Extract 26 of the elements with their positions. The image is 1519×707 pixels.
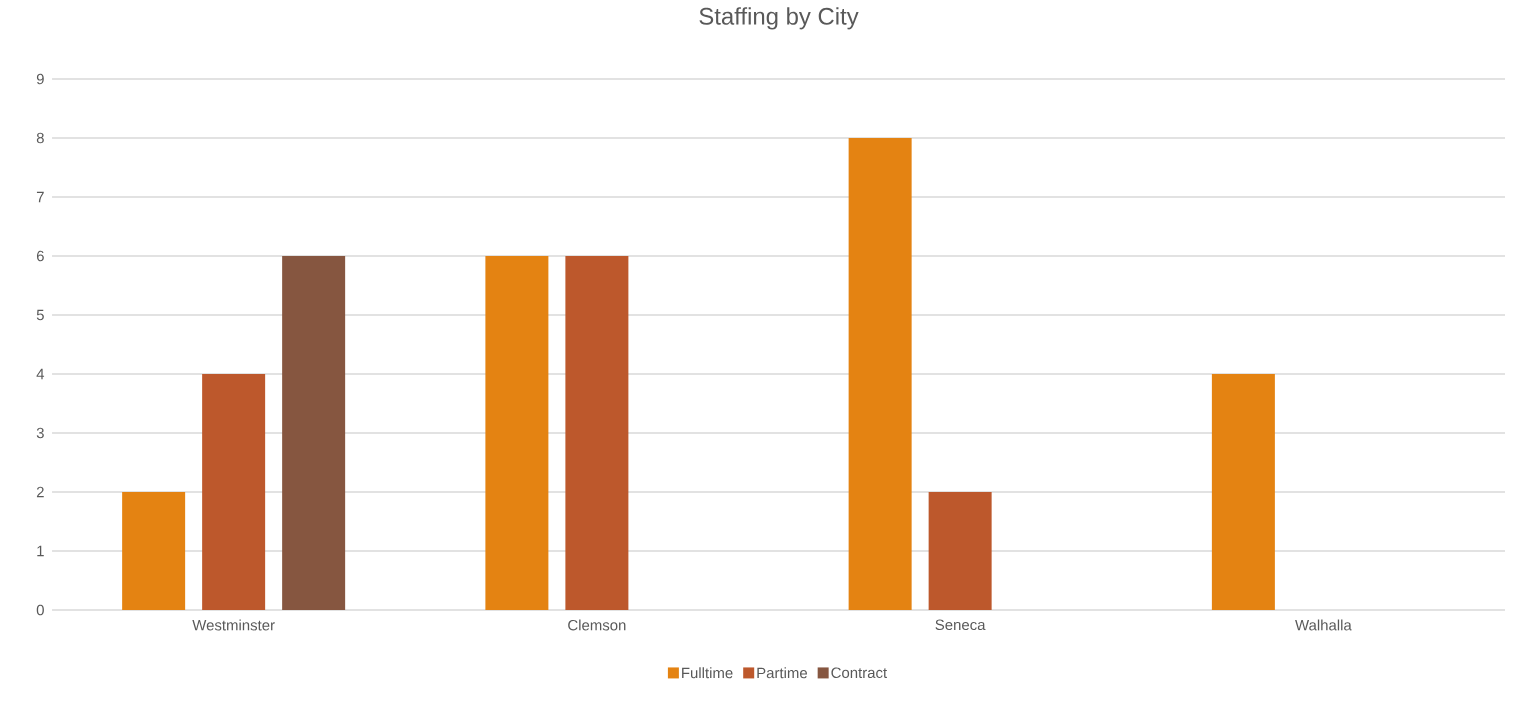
bar (565, 255, 629, 610)
y-tick-label: 5 (36, 309, 44, 321)
bar (848, 137, 912, 610)
bar (122, 491, 186, 610)
y-tick-label: 2 (36, 486, 44, 498)
x-tick-label: Clemson (568, 619, 626, 631)
y-tick-label: 0 (36, 604, 44, 616)
legend-label: Contract (831, 667, 888, 679)
y-tick-label: 7 (36, 191, 44, 203)
x-tick-label: Seneca (935, 619, 986, 631)
bar (485, 255, 549, 610)
bar (202, 373, 266, 610)
y-tick-label: 9 (36, 73, 44, 85)
y-tick-label: 1 (37, 545, 44, 557)
x-tick-label: Walhalla (1295, 619, 1352, 631)
legend-label: Partime (757, 667, 807, 679)
y-tick-label: 3 (36, 427, 44, 439)
y-tick-label: 6 (36, 250, 44, 262)
bar (928, 491, 992, 610)
bar (1211, 373, 1275, 610)
chart-title: Staffing by City (699, 7, 859, 30)
y-tick-label: 4 (36, 368, 45, 380)
bar (282, 255, 346, 610)
legend-label: Fulltime (682, 667, 733, 679)
x-tick-label: Westminster (192, 619, 275, 631)
y-tick-label: 8 (36, 132, 44, 144)
